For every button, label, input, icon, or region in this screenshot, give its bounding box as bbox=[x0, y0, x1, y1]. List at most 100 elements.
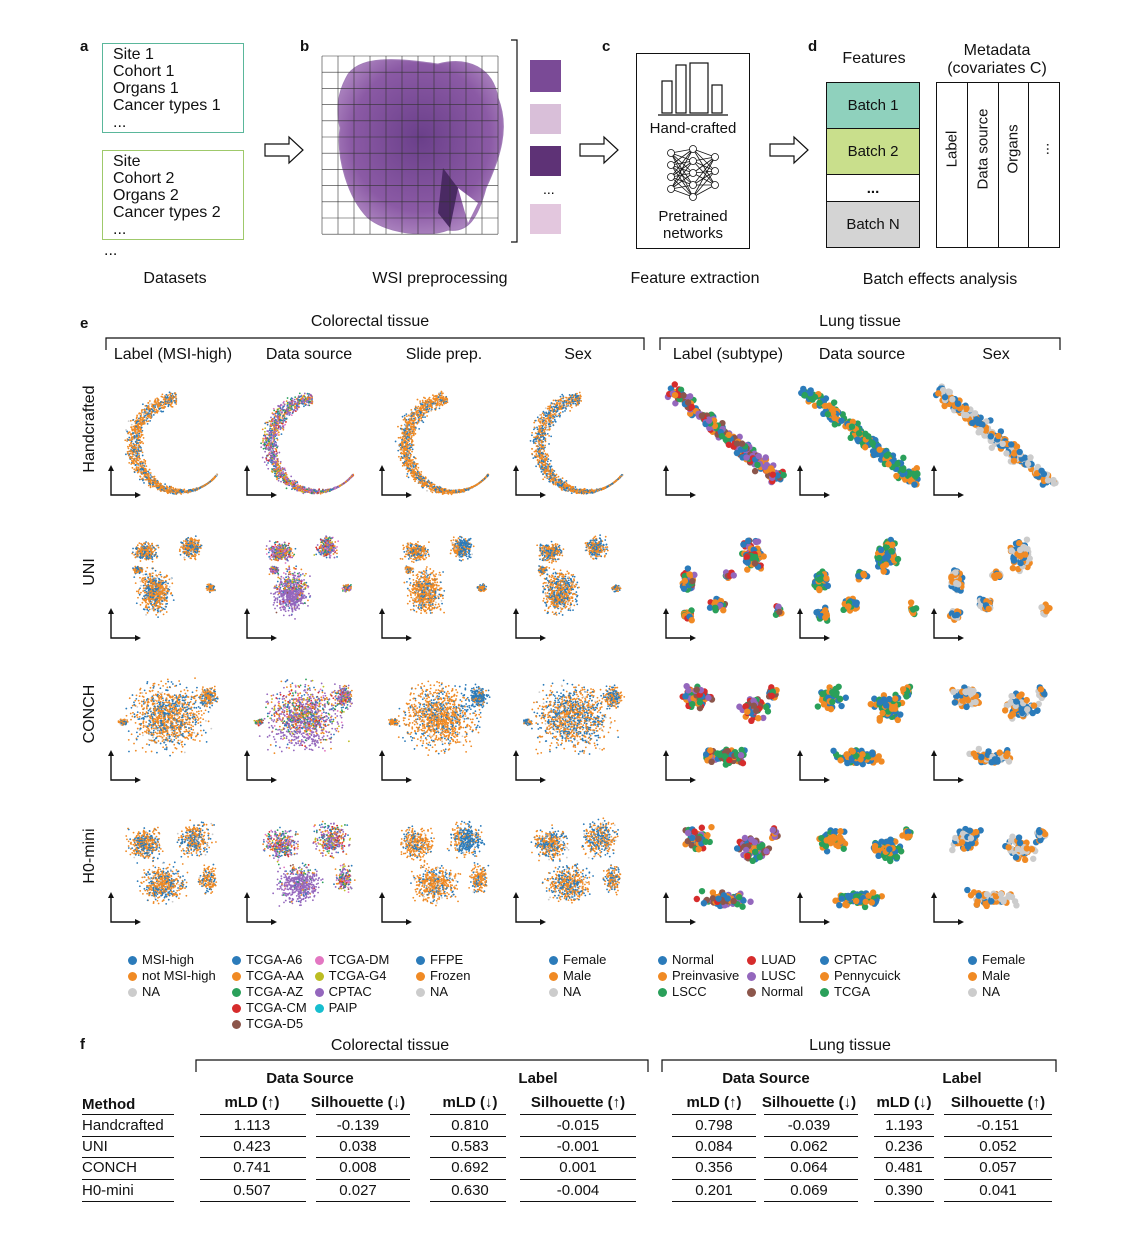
scatter-point bbox=[146, 421, 148, 423]
scatter-point bbox=[127, 439, 129, 441]
scatter-point bbox=[290, 476, 292, 478]
scatter-point bbox=[276, 469, 278, 471]
arrow-right-icon bbox=[770, 137, 808, 163]
scatter-point bbox=[153, 478, 155, 480]
scatter-point bbox=[135, 444, 137, 446]
batch-column: Batch 1 Batch 2... Batch N bbox=[826, 82, 920, 248]
features-title: Features bbox=[828, 50, 920, 68]
metadata-column-label: Organs bbox=[1005, 124, 1022, 173]
scatter-point bbox=[175, 397, 177, 399]
scatter-point bbox=[266, 441, 268, 443]
scatter-point bbox=[172, 397, 174, 399]
scatter-point bbox=[157, 487, 159, 489]
handcrafted-label: Hand-crafted bbox=[636, 120, 750, 137]
scatter-point bbox=[128, 437, 130, 439]
scatter-point bbox=[151, 411, 153, 413]
scatter-point bbox=[132, 428, 134, 430]
neuron-node bbox=[712, 168, 719, 175]
panel-d-caption: Batch effects analysis bbox=[850, 271, 1030, 289]
scatter-point bbox=[134, 431, 136, 433]
scatter-point bbox=[163, 489, 165, 491]
scatter-point bbox=[267, 462, 269, 464]
scatter-point bbox=[143, 437, 145, 439]
scatter-point bbox=[128, 432, 130, 434]
batch-cell: ... bbox=[827, 175, 919, 202]
scatter-point bbox=[143, 421, 145, 423]
scatter-point bbox=[162, 402, 164, 404]
scatter-point bbox=[155, 478, 157, 480]
scatter-point bbox=[141, 425, 143, 427]
scatter-point bbox=[155, 402, 157, 404]
scatter-point bbox=[167, 489, 169, 491]
scatter-point bbox=[137, 442, 139, 444]
scatter-point bbox=[139, 437, 141, 439]
scatter-point bbox=[132, 467, 134, 469]
scatter-point bbox=[150, 415, 152, 417]
scatter-point bbox=[133, 437, 135, 439]
scatter-point bbox=[203, 484, 205, 486]
scatter-point bbox=[130, 420, 132, 422]
scatter-point bbox=[148, 420, 150, 422]
batch-cell: Batch 1 bbox=[827, 83, 919, 129]
scatter-point bbox=[141, 420, 143, 422]
scatter-point bbox=[134, 446, 136, 448]
scatter-point bbox=[135, 441, 137, 443]
scatter-point bbox=[267, 437, 269, 439]
batch-cell: Batch N bbox=[827, 202, 919, 247]
scatter-point bbox=[154, 401, 156, 403]
scatter-point bbox=[265, 422, 267, 424]
scatter-point bbox=[136, 417, 138, 419]
neuron-node bbox=[712, 154, 719, 161]
scatter-point bbox=[135, 422, 137, 424]
scatter-point bbox=[141, 478, 143, 480]
column-title: Data source bbox=[239, 346, 379, 364]
scatter-point bbox=[194, 489, 196, 491]
scatter-point bbox=[133, 460, 135, 462]
scatter-point bbox=[172, 406, 174, 408]
scatter-point bbox=[126, 431, 128, 433]
neuron-node bbox=[668, 174, 675, 181]
scatter-point bbox=[138, 471, 140, 473]
scatter-point bbox=[291, 406, 293, 408]
scatter-point bbox=[292, 412, 294, 414]
scatter-point bbox=[150, 479, 152, 481]
scatter-point bbox=[272, 438, 274, 440]
scatter-point bbox=[136, 451, 138, 453]
scatter-point bbox=[141, 409, 143, 411]
scatter-point bbox=[269, 452, 271, 454]
scatter-point bbox=[275, 445, 277, 447]
scatter-point bbox=[139, 431, 141, 433]
scatter-point bbox=[294, 399, 296, 401]
scatter-point bbox=[136, 458, 138, 460]
scatter-point bbox=[142, 442, 144, 444]
scatter-point bbox=[274, 416, 276, 418]
scatter-point bbox=[273, 465, 275, 467]
scatter-point bbox=[138, 458, 140, 460]
scatter-point bbox=[298, 405, 300, 407]
metadata-column-label: Label bbox=[943, 130, 960, 167]
scatter-point bbox=[154, 406, 156, 408]
scatter-point bbox=[138, 463, 140, 465]
metadata-column-label: ... bbox=[1036, 142, 1053, 155]
scatter-point bbox=[143, 459, 145, 461]
scatter-panel bbox=[244, 393, 354, 498]
scatter-point bbox=[138, 453, 140, 455]
scatter-point bbox=[159, 488, 161, 490]
scatter-point bbox=[157, 481, 159, 483]
scatter-point bbox=[136, 430, 138, 432]
scatter-point bbox=[296, 398, 298, 400]
scatter-point bbox=[165, 394, 167, 396]
scatter-point bbox=[307, 404, 309, 406]
neuron-node bbox=[690, 182, 697, 189]
scatter-point bbox=[169, 491, 171, 493]
scatter-point bbox=[148, 415, 150, 417]
scatter-point bbox=[143, 412, 145, 414]
scatter-point bbox=[142, 455, 144, 457]
scatter-point bbox=[153, 476, 155, 478]
scatter-point bbox=[279, 476, 281, 478]
scatter-point bbox=[174, 402, 176, 404]
scatter-point bbox=[170, 489, 172, 491]
scatter-point bbox=[174, 400, 176, 402]
scatter-point bbox=[135, 424, 137, 426]
scatter-point bbox=[158, 403, 160, 405]
